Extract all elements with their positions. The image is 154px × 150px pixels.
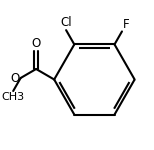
Text: Cl: Cl [60,16,72,29]
Text: F: F [123,18,129,31]
Text: CH3: CH3 [2,92,25,102]
Text: O: O [11,72,20,85]
Text: O: O [32,37,41,50]
